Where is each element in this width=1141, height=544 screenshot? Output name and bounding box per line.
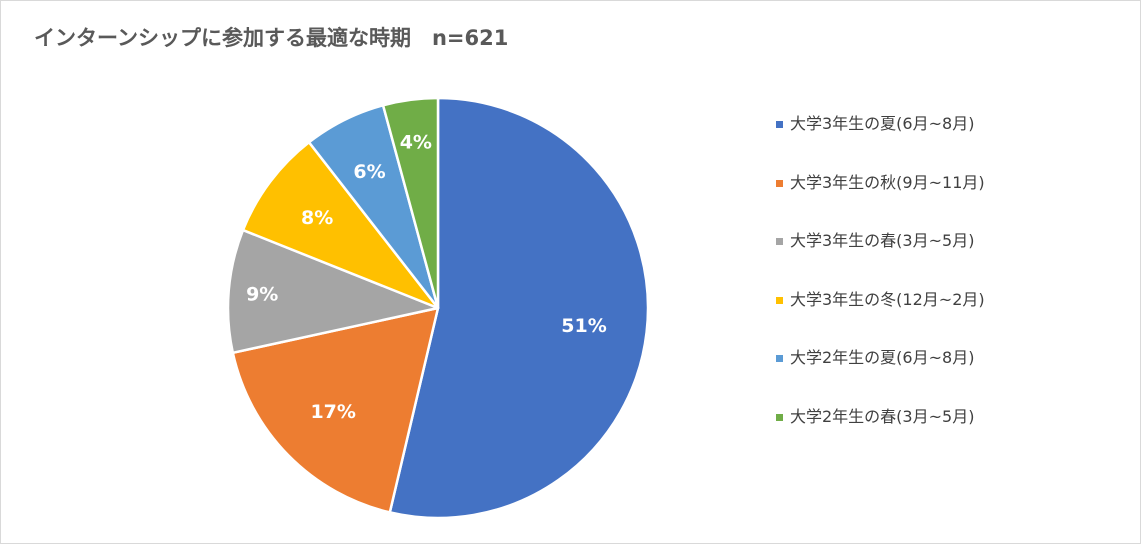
slice-data-label: 8% (301, 207, 333, 229)
legend-swatch (776, 355, 783, 363)
slice-data-label: 4% (400, 131, 432, 153)
legend-label: 大学3年生の秋(9月~11月) (790, 172, 985, 192)
slice-data-label: 17% (310, 401, 355, 423)
slice-data-label: 6% (353, 161, 385, 183)
legend-label: 大学3年生の夏(6月~8月) (790, 114, 975, 133)
legend-item: 大学3年生の春(3月~5月) (776, 229, 985, 288)
legend-item: 大学3年生の夏(6月~8月) (776, 112, 985, 171)
legend-label: 大学3年生の春(3月~5月) (790, 231, 975, 251)
pie-slice (231, 306, 440, 514)
legend-item: 大学2年生の夏(6月~8月) (776, 346, 985, 405)
slice-data-label: 9% (246, 283, 278, 305)
legend-item: 大学3年生の冬(12月~2月) (776, 288, 985, 347)
slice-data-label: 51% (561, 315, 606, 337)
legend-item: 大学2年生の春(3月~5月) (776, 405, 985, 464)
legend-swatch (776, 179, 783, 187)
legend-swatch (776, 121, 783, 128)
pie-slice (381, 96, 440, 310)
legend-item: 大学3年生の秋(9月~11月) (776, 171, 985, 230)
legend-label: 大学3年生の冬(12月~2月) (790, 289, 985, 309)
legend-label: 大学2年生の夏(6月~8月) (790, 348, 975, 368)
chart-legend: 大学3年生の夏(6月~8月) 大学3年生の秋(9月~11月) 大学3年生の春(3月~… (776, 112, 985, 464)
pie-slice (241, 141, 440, 310)
legend-swatch (776, 238, 783, 246)
chart-title: インターンシップに参加する最適な時期 n=621 (34, 26, 509, 50)
legend-swatch (776, 413, 783, 421)
pie-slice (388, 96, 650, 520)
legend-label: 大学2年生の春(3月~5月) (790, 406, 975, 426)
pie-slice (226, 228, 440, 355)
legend-swatch (776, 296, 783, 304)
